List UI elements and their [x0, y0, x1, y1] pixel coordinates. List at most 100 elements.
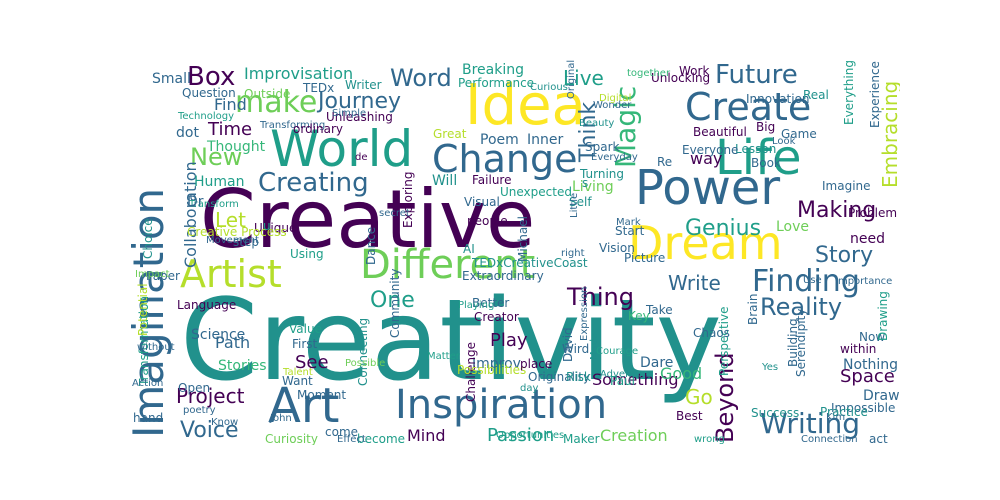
word-take: Take — [646, 303, 673, 317]
word-something: Something — [592, 370, 679, 389]
word-thing: Thing — [567, 283, 634, 311]
word-embracing: Embracing — [878, 80, 900, 188]
word-beautiful: Beautiful — [693, 125, 747, 139]
word-impact: Impact — [135, 269, 170, 280]
word-potential: Potential — [136, 283, 150, 336]
word-language: Language — [177, 298, 237, 312]
word-importance: Importance — [835, 276, 893, 287]
word-value: Value — [289, 322, 322, 336]
word-unique: Unique — [254, 221, 297, 235]
word-poem: Poem — [480, 132, 519, 148]
word-risk: Risk — [566, 370, 591, 384]
word-maker: Maker — [563, 432, 600, 445]
word-hand: hand — [133, 411, 164, 425]
word-exploring: Exploring — [401, 171, 415, 228]
word-artist: Artist — [180, 252, 282, 296]
word-word: Word — [390, 64, 452, 92]
word-chaos: Chaos — [693, 326, 730, 340]
word-community: Community — [388, 268, 402, 338]
word-big: Big — [756, 120, 776, 134]
word-life: Life — [715, 130, 802, 186]
word-possibilities: Possibilities — [457, 363, 527, 377]
word-work: Work — [679, 64, 710, 78]
word-action: Action — [132, 378, 164, 389]
word-different: Different — [360, 242, 536, 288]
word-play: Play — [490, 330, 528, 351]
word-passion: Passion — [487, 425, 555, 445]
word-everyone: Everyone — [682, 143, 739, 157]
word-john: John — [270, 413, 292, 424]
word-living: Living — [572, 179, 614, 195]
word-write: Write — [668, 271, 721, 295]
word-playing: Playing — [458, 300, 495, 311]
word-transform: Transform — [189, 199, 239, 210]
word-live: Live — [563, 66, 604, 90]
word-art: Art — [268, 378, 340, 434]
word-performance: Performance — [458, 76, 535, 90]
word-now: Now — [859, 330, 886, 344]
word-spark: Spark — [585, 140, 620, 154]
word-best: Best — [676, 409, 703, 423]
word-success: Success — [751, 406, 800, 420]
word-originality: Originality — [528, 370, 591, 384]
word-use: Use — [803, 275, 822, 286]
word-real: Real — [803, 88, 829, 102]
word-time: Time — [208, 119, 253, 140]
word-right: right — [561, 248, 585, 259]
word-creative: Creative — [200, 173, 536, 266]
word-genius: Genius — [685, 216, 762, 241]
word-reality: Reality — [760, 293, 843, 321]
word-courage: Courage — [596, 346, 639, 357]
word-unexpected: Unexpected — [500, 185, 572, 199]
word-picture: Picture — [624, 251, 666, 265]
word-imagine: Imagine — [822, 179, 871, 193]
word-paul: Paul — [610, 374, 635, 388]
word-idea: Idea — [465, 73, 586, 138]
word-wonder: Wonder — [593, 100, 632, 111]
word-dot: dot — [176, 125, 199, 141]
word-inner: Inner — [527, 132, 564, 148]
word-technology: Technology — [178, 111, 235, 122]
word-connecting: Connecting — [356, 317, 370, 386]
word-create: Create — [685, 85, 812, 129]
word-adventure: Adventure — [600, 369, 652, 380]
word-impossible: Impossible — [831, 401, 896, 415]
word-matter: Matter — [427, 351, 460, 362]
word-cloud: Creativity Creative Idea World Life Power Drea… — [125, 60, 900, 445]
word-people: people — [467, 214, 508, 228]
word-mark: Mark — [616, 217, 641, 228]
word-perspective: Perspective — [717, 306, 731, 377]
word-talent: Talent — [283, 367, 313, 378]
word-opportunities: Opportunities — [496, 430, 565, 441]
word-dare: Dare — [640, 355, 674, 371]
word-improv: Improv — [472, 356, 521, 372]
word-unlocking: Unlocking — [651, 71, 711, 85]
word-vision: Vision — [599, 241, 635, 255]
word-inspiration: Inspiration — [395, 382, 608, 428]
word-nothing: Nothing — [843, 357, 899, 373]
word-creative-process: Creative Process — [187, 225, 287, 239]
word-tedx: TEDx — [303, 81, 335, 95]
word-box: Box — [187, 62, 236, 92]
word-game: Game — [781, 127, 817, 141]
word-key: Key — [628, 309, 650, 323]
word-power: Power — [635, 160, 781, 216]
word-effect: Effect — [337, 434, 366, 445]
word-path: Path — [215, 333, 251, 352]
word-step: step — [233, 235, 259, 249]
word-de: de — [355, 152, 368, 163]
word-digital: Digital — [599, 93, 632, 104]
word-brain: Brain — [746, 293, 760, 325]
word-project: Project — [176, 384, 245, 408]
word-place: place — [520, 357, 553, 371]
word-improvisation: Improvisation — [244, 64, 354, 83]
word-voice: Voice — [180, 418, 239, 443]
word-serendipity: Serendipity — [794, 308, 808, 377]
word-writer: Writer — [345, 78, 382, 92]
word-within: within — [840, 342, 877, 356]
word-draw: Draw — [863, 388, 900, 404]
word-change: Change — [432, 137, 578, 181]
word-become: become — [357, 432, 406, 445]
word-want: Want — [282, 374, 313, 388]
word-unleashing: Unleashing — [326, 110, 393, 124]
